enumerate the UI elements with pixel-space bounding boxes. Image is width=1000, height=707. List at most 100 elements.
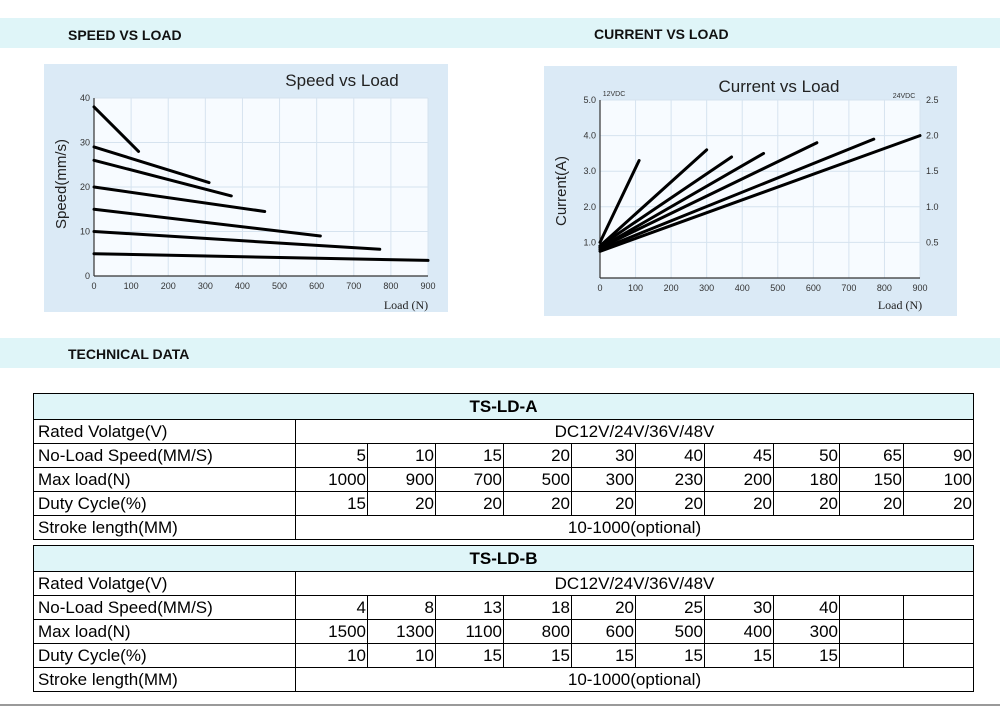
voltage-value: DC12V/24V/36V/48V <box>295 419 974 444</box>
x-axis-label: Load (N) <box>384 298 428 312</box>
current-vs-load-chart: 0 100 200 300 400 500 600 700 800 900 1.0 2.0 3.0 4.0… <box>553 77 939 312</box>
speed-cell: 20 <box>571 595 636 620</box>
x-tick-label: 300 <box>198 281 213 291</box>
duty-cell: 10 <box>295 643 368 668</box>
duty-row: Duty Cycle(%) 15 20 20 20 20 20 20 20 20… <box>33 491 974 516</box>
duty-cell: 20 <box>839 491 904 516</box>
x-tick-label: 900 <box>420 281 435 291</box>
y-tick-label: 30 <box>80 138 90 148</box>
duty-cell: 15 <box>503 643 572 668</box>
duty-cell: 20 <box>367 491 436 516</box>
x-tick-label: 400 <box>235 281 250 291</box>
load-cell: 230 <box>635 467 705 492</box>
x-tick-label: 100 <box>628 283 643 293</box>
row-label-voltage: Rated Volatge(V) <box>33 419 296 444</box>
load-cell: 1100 <box>435 619 504 644</box>
series-line <box>598 148 709 248</box>
x-tick-label: 700 <box>346 281 361 291</box>
x-tick-label: 200 <box>664 283 679 293</box>
speed-cell: 15 <box>435 443 504 468</box>
load-cell <box>903 619 974 644</box>
series-line <box>598 151 766 250</box>
y-tick-label: 5.0 <box>583 95 596 105</box>
load-cell: 300 <box>571 467 636 492</box>
series-line <box>598 155 734 248</box>
y-tick-label: 1.0 <box>583 237 596 247</box>
x-tick-label: 900 <box>912 283 927 293</box>
technical-data-band <box>0 338 1000 368</box>
y-tick-label: 20 <box>80 182 90 192</box>
load-cell: 700 <box>435 467 504 492</box>
speed-vs-load-heading: SPEED VS LOAD <box>68 27 182 43</box>
duty-row: Duty Cycle(%) 10 10 15 15 15 15 15 15 <box>33 643 974 668</box>
y-tick-label: 2.0 <box>583 202 596 212</box>
x-tick-label: 200 <box>161 281 176 291</box>
speed-cell: 18 <box>503 595 572 620</box>
x-tick-label: 600 <box>806 283 821 293</box>
voltage-value: DC12V/24V/36V/48V <box>295 571 974 596</box>
y-tick-label: 10 <box>80 227 90 237</box>
load-row: Max load(N) 1000 900 700 500 300 230 200… <box>33 467 974 492</box>
row-label-speed: No-Load Speed(MM/S) <box>33 595 296 620</box>
current-vs-load-heading: CURRENT VS LOAD <box>594 26 729 42</box>
y-tick-label: 0 <box>85 271 90 281</box>
load-cell: 1300 <box>367 619 436 644</box>
table-title: TS-LD-B <box>33 545 974 572</box>
x-tick-label: 0 <box>91 281 96 291</box>
technical-data-heading: TECHNICAL DATA <box>68 346 190 362</box>
y2-tick-label: 1.5 <box>926 166 939 176</box>
speed-cell: 50 <box>773 443 840 468</box>
speed-cell: 13 <box>435 595 504 620</box>
duty-cell: 20 <box>903 491 974 516</box>
x-tick-label: 500 <box>272 281 287 291</box>
speed-cell: 90 <box>903 443 974 468</box>
y2-tick-label: 1.0 <box>926 202 939 212</box>
series-line <box>92 145 211 185</box>
y-axis-label: Current(A) <box>553 156 570 226</box>
row-label-duty: Duty Cycle(%) <box>33 491 296 516</box>
duty-cell: 20 <box>635 491 705 516</box>
x-tick-label: 600 <box>309 281 324 291</box>
current-chart-panel: 0 100 200 300 400 500 600 700 800 900 1.0 2.0 3.0 4.0… <box>544 66 957 316</box>
speed-cell: 30 <box>571 443 636 468</box>
duty-cell: 15 <box>435 643 504 668</box>
load-cell: 1000 <box>295 467 368 492</box>
load-row: Max load(N) 1500 1300 1100 800 600 500 4… <box>33 619 974 644</box>
duty-cell: 20 <box>503 491 572 516</box>
spec-table-ts-ld-a: TS-LD-A Rated Volatge(V) DC12V/24V/36V/4… <box>33 393 974 540</box>
series-line <box>598 137 876 252</box>
duty-cell: 20 <box>435 491 504 516</box>
speed-cell: 65 <box>839 443 904 468</box>
x-tick-label: 0 <box>597 283 602 293</box>
load-cell: 400 <box>704 619 774 644</box>
speed-cell: 40 <box>635 443 705 468</box>
series-line <box>92 252 430 262</box>
y-tick-label: 40 <box>80 93 90 103</box>
x-tick-label: 400 <box>735 283 750 293</box>
table-title: TS-LD-A <box>33 393 974 420</box>
load-cell: 600 <box>571 619 636 644</box>
duty-cell: 10 <box>367 643 436 668</box>
row-label-voltage: Rated Volatge(V) <box>33 571 296 596</box>
load-cell: 500 <box>635 619 705 644</box>
x-tick-label: 700 <box>841 283 856 293</box>
y2-tick-label: 2.5 <box>926 95 939 105</box>
duty-cell: 20 <box>773 491 840 516</box>
duty-cell <box>903 643 974 668</box>
right-axis-voltage-label: 24VDC <box>893 93 916 100</box>
row-label-duty: Duty Cycle(%) <box>33 643 296 668</box>
x-tick-label: 500 <box>770 283 785 293</box>
chart-title: Speed vs Load <box>285 71 398 90</box>
speed-current-header-band <box>0 18 1000 48</box>
series-line <box>598 141 819 250</box>
plot-area <box>600 100 920 278</box>
x-tick-label: 800 <box>383 281 398 291</box>
load-cell: 200 <box>704 467 774 492</box>
load-cell: 500 <box>503 467 572 492</box>
duty-cell: 15 <box>635 643 705 668</box>
speed-cell: 20 <box>503 443 572 468</box>
load-cell: 800 <box>503 619 572 644</box>
bottom-divider <box>0 704 1000 706</box>
y-tick-label: 3.0 <box>583 166 596 176</box>
load-cell: 150 <box>839 467 904 492</box>
